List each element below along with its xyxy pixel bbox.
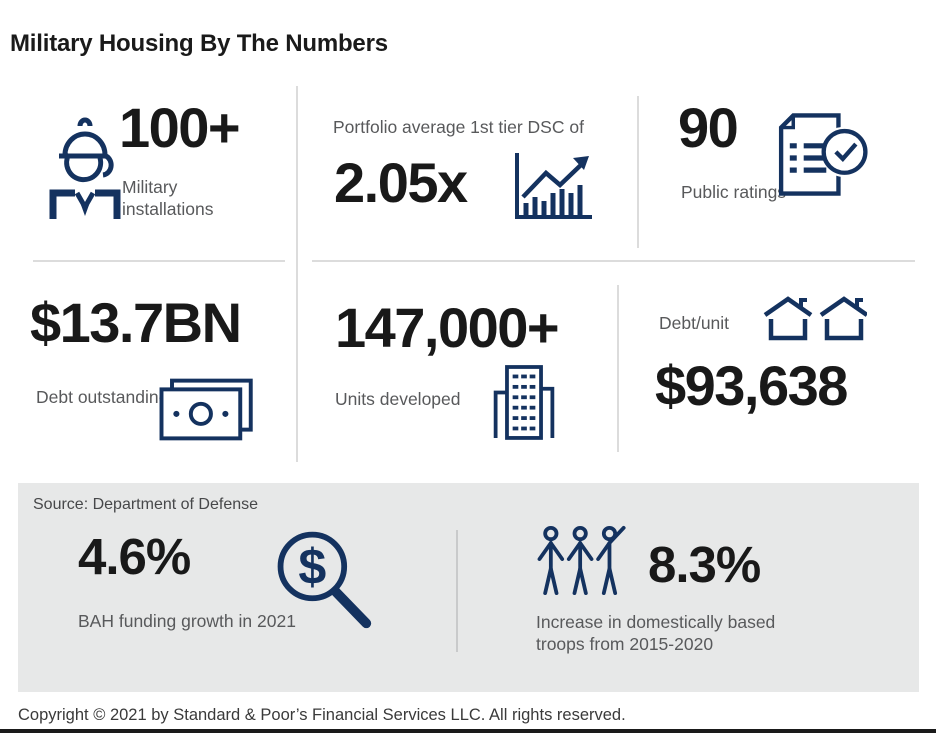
copyright-text: Copyright © 2021 by Standard & Poor’s Fi… <box>18 706 626 724</box>
source-note: Source: Department of Defense <box>33 496 259 513</box>
dollar-symbol: $ <box>298 539 326 595</box>
divider-vertical-col1 <box>296 86 298 462</box>
units-value: 147,000+ <box>335 296 560 359</box>
divider-horizontal-right <box>312 260 915 262</box>
panel-divider <box>456 530 458 652</box>
divider-horizontal-left <box>33 260 285 262</box>
bah-value: 4.6% <box>78 528 191 585</box>
building-icon <box>489 364 559 440</box>
source-panel: Source: Department of Defense 4.6% $ BAH… <box>18 483 919 692</box>
banknote-icon <box>158 377 256 442</box>
troops-value: 8.3% <box>648 536 761 593</box>
debt-unit-label: Debt/unit <box>659 313 730 333</box>
dsc-intro: Portfolio average 1st tier DSC of <box>333 117 584 137</box>
page-title: Military Housing By The Numbers <box>10 30 388 57</box>
debt-unit-value: $93,638 <box>655 354 848 417</box>
divider-vertical-row2-col2 <box>617 285 619 452</box>
bar-chart-trend-icon <box>510 149 594 221</box>
bah-label: BAH funding growth in 2021 <box>78 611 296 631</box>
construction-worker-icon <box>46 113 124 225</box>
units-label: Units developed <box>335 389 461 409</box>
debt-label: Debt outstanding <box>36 387 169 407</box>
divider-vertical-row1-col2 <box>637 96 639 248</box>
three-people-icon <box>536 525 630 595</box>
bottom-rule <box>0 729 936 733</box>
ratings-label: Public ratings <box>681 182 787 202</box>
installations-value: 100+ <box>119 96 241 159</box>
dsc-value: 2.05x <box>334 151 468 214</box>
magnifier-dollar-icon: $ <box>268 525 376 633</box>
installations-label: Military installations <box>122 177 214 220</box>
troops-label: Increase in domestically based troops fr… <box>536 612 776 655</box>
document-check-icon <box>762 111 868 198</box>
two-houses-icon <box>763 293 867 343</box>
debt-value: $13.7BN <box>30 291 242 354</box>
ratings-value: 90 <box>678 96 739 159</box>
